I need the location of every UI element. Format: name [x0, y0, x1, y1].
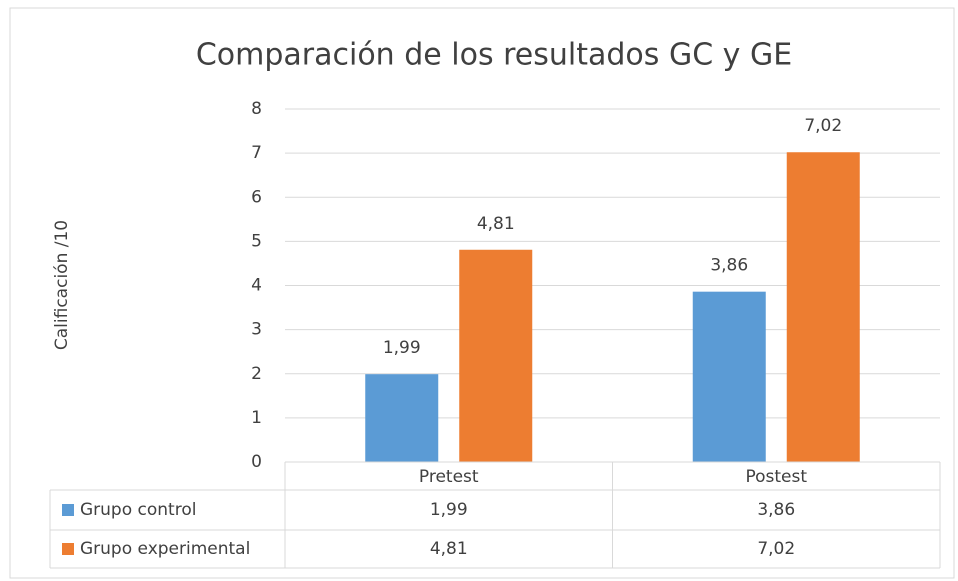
bar	[692, 291, 766, 462]
data-label: 1,99	[383, 338, 421, 358]
y-tick-label: 7	[251, 143, 262, 163]
y-tick-label: 8	[251, 99, 262, 119]
y-tick-label: 4	[251, 276, 262, 296]
y-tick-label: 1	[251, 408, 262, 428]
legend-swatch	[62, 543, 74, 555]
bar	[459, 249, 533, 462]
y-axis-label: Calificación /10	[52, 220, 72, 350]
chart-title: Comparación de los resultados GC y GE	[196, 38, 792, 73]
x-tick-label: Pretest	[419, 467, 479, 487]
y-tick-label: 0	[251, 452, 262, 472]
y-tick-label: 6	[251, 187, 262, 207]
table-cell: 1,99	[430, 500, 468, 520]
legend-label: Grupo control	[80, 500, 196, 520]
table-cell: 4,81	[430, 539, 468, 559]
bar	[786, 152, 860, 462]
data-label: 3,86	[710, 256, 748, 276]
legend-swatch	[62, 504, 74, 516]
x-tick-label: Postest	[745, 467, 807, 487]
data-label: 7,02	[804, 116, 842, 136]
y-tick-label: 3	[251, 320, 262, 340]
table-cell: 7,02	[757, 539, 795, 559]
y-tick-label: 5	[251, 231, 262, 251]
data-label: 4,81	[477, 214, 515, 234]
legend-label: Grupo experimental	[80, 539, 250, 559]
table-cell: 3,86	[757, 500, 795, 520]
bar	[365, 374, 439, 462]
y-tick-label: 2	[251, 364, 262, 384]
